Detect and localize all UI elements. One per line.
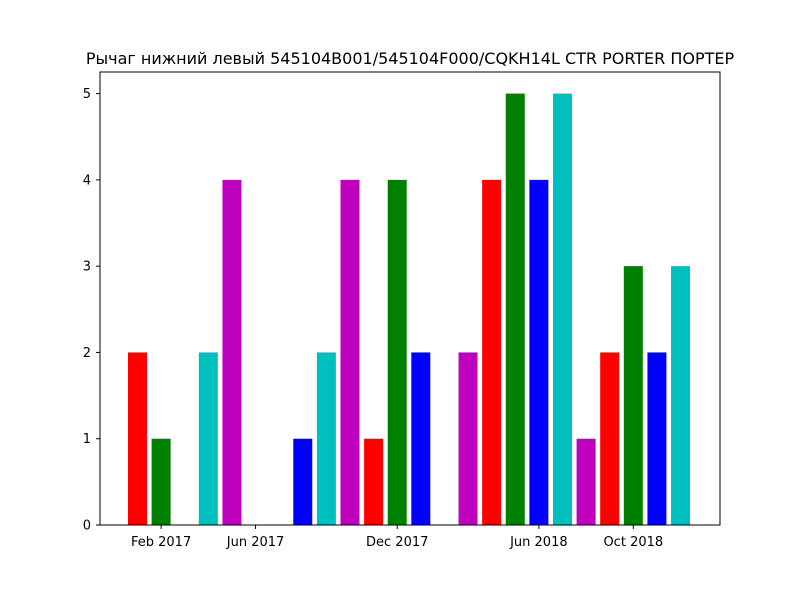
bar-2017-04 [198, 352, 218, 525]
bar-2018-11 [647, 352, 667, 525]
y-axis: 0 1 2 3 4 5 [83, 87, 100, 534]
bar-2017-10 [340, 179, 360, 526]
bar-2018-07 [552, 93, 572, 525]
bar-2017-01 [128, 352, 147, 525]
bar-2018-01 [411, 352, 431, 525]
bars-layer [128, 93, 691, 526]
bar-2017-12 [387, 179, 407, 526]
bar-2018-06 [529, 179, 549, 526]
y-tick-label: 3 [83, 260, 91, 275]
bar-2017-11 [364, 438, 384, 525]
bar-2017-05 [222, 179, 242, 526]
bar-2018-05 [505, 93, 525, 525]
bar-2018-09 [600, 352, 620, 525]
bar-2017-02 [151, 438, 171, 525]
x-tick-label: Dec 2017 [366, 535, 428, 550]
x-tick-label: Jun 2017 [226, 535, 285, 550]
y-tick-label: 4 [83, 173, 91, 188]
bar-2018-10 [623, 266, 643, 525]
y-tick-label: 1 [83, 432, 91, 447]
bar-2018-08 [576, 438, 596, 525]
bar-2017-08 [293, 438, 313, 525]
plot-frame [99, 71, 721, 526]
x-tick-label: Oct 2018 [603, 535, 663, 550]
y-tick-label: 2 [83, 346, 91, 361]
x-tick-label: Feb 2017 [131, 535, 191, 550]
bar-2018-12 [671, 266, 691, 525]
bar-2018-03 [458, 352, 478, 525]
y-tick-label: 5 [83, 87, 91, 102]
bar-2018-04 [482, 179, 502, 526]
x-axis: Feb 2017 Jun 2017 Dec 2017 Jun 2018 Oct 2018 [131, 525, 663, 550]
x-tick-label: Jun 2018 [509, 535, 568, 550]
bar-2017-09 [316, 352, 336, 525]
y-tick-label: 0 [83, 519, 91, 534]
chart-title: Рычаг нижний левый 545104B001/545104F000… [86, 49, 735, 68]
